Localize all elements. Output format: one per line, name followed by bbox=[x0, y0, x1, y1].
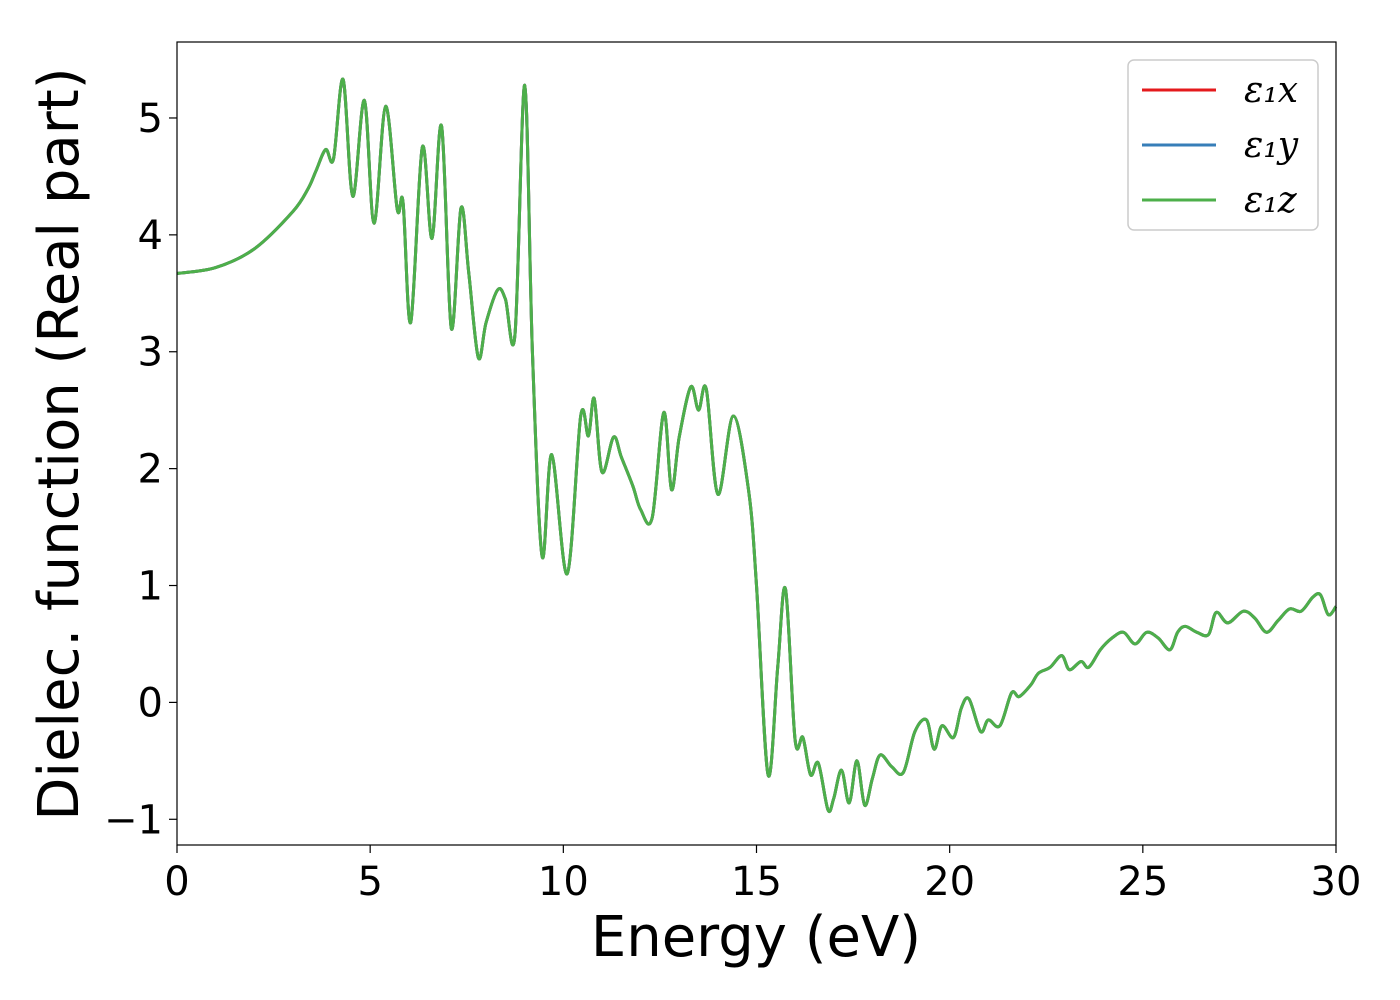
y-axis: −1 0 1 2 3 4 5 bbox=[104, 96, 177, 843]
legend-box bbox=[1127, 59, 1319, 231]
y-tick-label: 3 bbox=[138, 330, 163, 376]
y-tick-label: 4 bbox=[138, 213, 163, 259]
y-tick-label: 1 bbox=[138, 564, 163, 610]
legend-label: ε₁y bbox=[1244, 125, 1299, 166]
x-tick-label: 10 bbox=[538, 859, 589, 905]
x-tick-label: 30 bbox=[1311, 859, 1362, 905]
legend: ε₁x ε₁y ε₁z bbox=[1127, 59, 1319, 231]
legend-label: ε₁x bbox=[1244, 70, 1298, 111]
x-tick-label: 5 bbox=[357, 859, 382, 905]
x-axis-label: Energy (eV) bbox=[591, 905, 921, 970]
legend-label: ε₁z bbox=[1244, 180, 1298, 221]
y-tick-label: 5 bbox=[138, 96, 163, 142]
x-tick-label: 25 bbox=[1117, 859, 1168, 905]
series-line-z bbox=[176, 77, 1338, 814]
x-tick-label: 15 bbox=[731, 859, 782, 905]
x-tick-label: 20 bbox=[924, 859, 975, 905]
y-tick-label: 0 bbox=[138, 680, 163, 726]
y-tick-label: −1 bbox=[104, 797, 163, 843]
y-tick-label: 2 bbox=[138, 447, 163, 493]
series-layer bbox=[176, 77, 1338, 814]
x-tick-label: 0 bbox=[164, 859, 189, 905]
y-axis-label: Dielec. function (Real part) bbox=[27, 67, 92, 820]
x-axis: 0 5 10 15 20 25 30 bbox=[164, 845, 1361, 905]
